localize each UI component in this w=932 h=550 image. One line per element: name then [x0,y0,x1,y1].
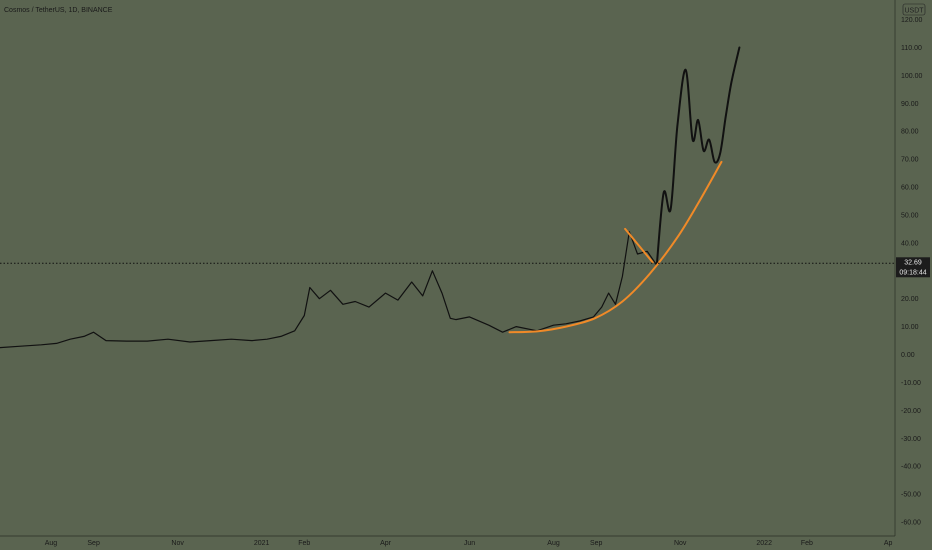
y-tick-label: 20.00 [901,296,919,303]
x-tick-label: 2022 [756,540,772,547]
y-tick-label: 40.00 [901,240,919,247]
plot-area[interactable] [0,46,895,349]
y-tick-label: -20.00 [901,408,921,415]
y-tick-label: 100.00 [901,73,923,80]
y-tick-label: 60.00 [901,185,919,192]
chart-title: Cosmos / TetherUS, 1D, BINANCE [4,7,113,14]
x-tick-label: Aug [45,540,58,547]
x-tick-label: Feb [298,540,310,547]
price-series [0,231,658,349]
x-tick-label: Nov [171,540,184,547]
currency-label-text: USDT [904,8,924,15]
last-price-badge-bg [896,257,930,278]
x-tick-label: Ap [884,540,893,547]
y-tick-label: -50.00 [901,492,921,499]
currency-label[interactable]: USDT [902,3,926,16]
parabolic-curve [508,160,723,334]
price-axis[interactable]: -60.00 -50.00 -40.00 -30.00 -20.00 -10.00 0.00… [901,17,923,527]
trendline [624,227,654,264]
y-tick-label: 80.00 [901,129,919,136]
x-tick-label: Sep [590,540,603,547]
projection-line [655,46,741,267]
last-price-badge: 32.69 09:18:44 [896,257,930,278]
y-tick-label: 120.00 [901,17,923,24]
y-tick-label: -30.00 [901,436,921,443]
y-tick-label: 110.00 [901,45,922,52]
series-group [0,46,741,349]
y-tick-label: -60.00 [901,520,921,527]
x-tick-label: Aug [547,540,560,547]
y-tick-label: -10.00 [901,380,921,387]
bar-countdown: 09:18:44 [899,269,926,276]
time-axis[interactable]: Aug Sep Nov 2021 Feb Apr Jun Aug Sep Nov 2022 Feb Ap [45,540,893,547]
y-tick-label: 0.00 [901,352,915,359]
x-tick-label: Jun [464,540,475,547]
x-tick-label: Nov [674,540,687,547]
y-tick-label: 50.00 [901,212,919,219]
x-tick-label: Feb [801,540,813,547]
x-tick-label: Sep [87,540,100,547]
y-tick-label: 90.00 [901,101,919,108]
y-tick-label: -40.00 [901,464,921,471]
y-tick-label: 10.00 [901,324,919,331]
last-price-value: 32.69 [904,259,922,266]
x-tick-label: Apr [380,540,392,547]
x-tick-label: 2021 [254,540,270,547]
y-tick-label: 70.00 [901,157,919,164]
currency-label-frame [902,3,926,16]
